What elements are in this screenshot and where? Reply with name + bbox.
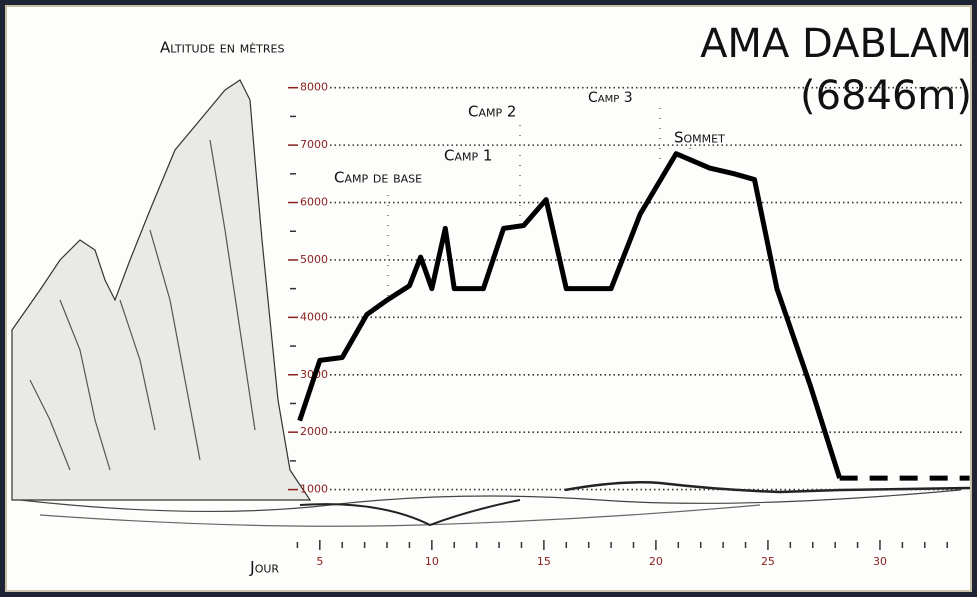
y-tick-label: 4000 [300, 310, 328, 323]
chart: Altitude en mètres Jour AMA DABLAM (6846… [0, 0, 977, 597]
annotation: Camp 3 [588, 90, 633, 106]
x-tick-label: 10 [425, 555, 439, 568]
y-tick-label: 5000 [300, 253, 328, 266]
x-tick-label: 25 [761, 555, 775, 568]
x-tick-label: 5 [316, 555, 323, 568]
y-tick-label: 8000 [300, 81, 328, 94]
x-axis-label: Jour [249, 558, 279, 577]
chart-title: AMA DABLAM [700, 21, 972, 67]
y-tick-label: 6000 [300, 196, 328, 209]
y-axis-label: Altitude en mètres [160, 39, 284, 57]
y-tick-label: 7000 [300, 138, 328, 151]
page: Altitude en mètres Jour AMA DABLAM (6846… [0, 0, 977, 597]
annotation: Camp 2 [468, 103, 516, 121]
chart-subtitle: (6846m) [800, 73, 972, 119]
x-tick-label: 20 [649, 555, 663, 568]
y-tick-label: 2000 [300, 425, 328, 438]
annotation: Sommet [674, 129, 725, 147]
annotation: Camp de base [334, 169, 422, 187]
annotation: Camp 1 [444, 147, 492, 165]
y-tick-label: 1000 [300, 483, 328, 496]
x-tick-label: 30 [873, 555, 887, 568]
x-tick-label: 15 [537, 555, 551, 568]
